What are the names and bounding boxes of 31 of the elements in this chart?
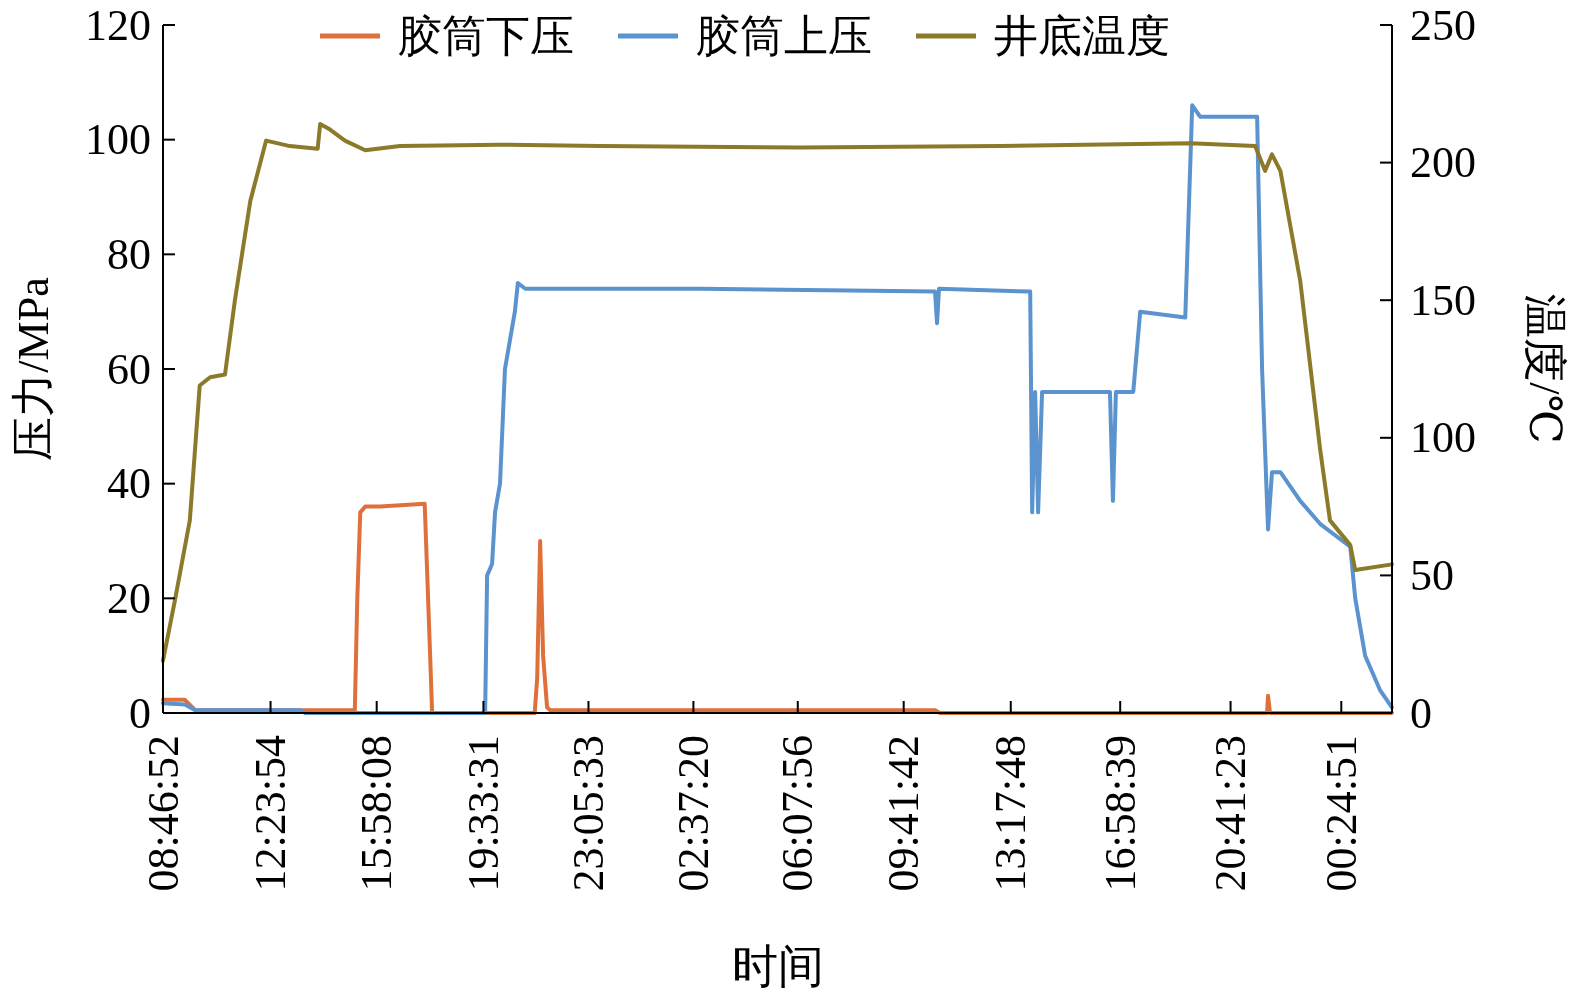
y-tick-label: 80	[107, 229, 151, 279]
legend-label: 胶筒上压	[696, 11, 872, 61]
y2-axis-title: 温度/℃	[1520, 294, 1569, 444]
y-tick-label: 100	[85, 115, 151, 165]
x-tick-label: 09:41:42	[879, 735, 929, 892]
y2-tick-label: 0	[1410, 688, 1432, 738]
y2-tick-label: 100	[1410, 413, 1476, 463]
y2-tick-label: 50	[1410, 550, 1454, 600]
x-tick-label: 23:05:33	[563, 735, 613, 892]
x-tick-label: 12:23:54	[246, 735, 296, 892]
y2-tick-label: 150	[1410, 275, 1476, 325]
x-tick-label: 20:41:23	[1206, 735, 1256, 892]
x-tick-label: 00:24:51	[1316, 735, 1366, 892]
x-tick-label: 02:37:20	[668, 735, 718, 892]
x-tick-label: 16:58:39	[1095, 735, 1145, 892]
y2-tick-label: 250	[1410, 0, 1476, 50]
y-tick-label: 40	[107, 459, 151, 509]
legend-label: 胶筒下压	[398, 11, 574, 61]
x-tick-label: 15:58:08	[352, 735, 402, 892]
y-tick-label: 120	[85, 0, 151, 50]
x-tick-label: 13:17:48	[986, 735, 1036, 892]
x-tick-label: 19:33:31	[458, 735, 508, 892]
y-tick-label: 0	[129, 688, 151, 738]
x-tick-label: 06:07:56	[773, 735, 823, 892]
x-axis-title: 时间	[731, 941, 824, 992]
y-axis-title: 压力/MPa	[9, 277, 58, 461]
y-tick-label: 60	[107, 344, 151, 394]
x-tick-label: 08:46:52	[138, 735, 188, 892]
y-tick-label: 20	[107, 573, 151, 623]
y2-tick-label: 200	[1410, 138, 1476, 188]
legend-label: 井底温度	[994, 11, 1170, 61]
